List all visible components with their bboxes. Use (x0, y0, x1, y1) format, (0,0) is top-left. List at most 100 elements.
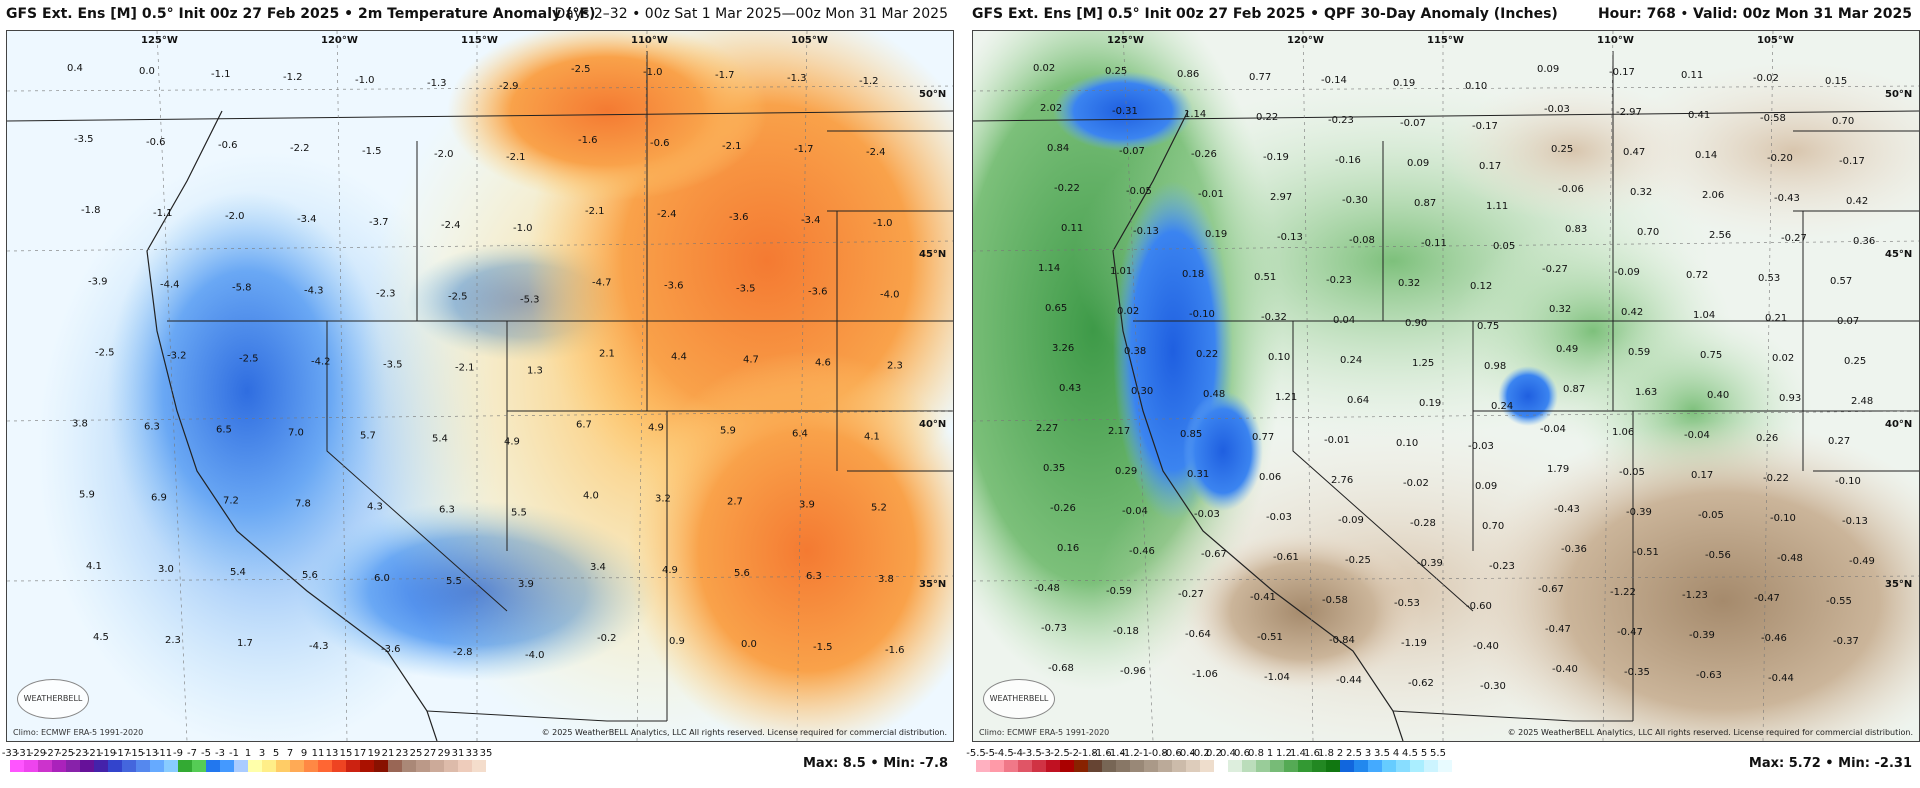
left-legend-colorbar (10, 760, 486, 772)
right-copyright: © 2025 WeatherBELL Analytics, LLC All ri… (1507, 728, 1913, 737)
right-map-subtitle: Hour: 768 • Valid: 00z Mon 31 Mar 2025 (1597, 6, 1912, 22)
latitude-label: 35°N (1885, 579, 1912, 590)
anomaly-value-label: 0.06 (1259, 472, 1281, 483)
anomaly-value-label: -4.3 (309, 641, 329, 652)
colorbar-tick-label: -29 (29, 748, 47, 759)
colorbar-tick-label: 4 (1392, 748, 1400, 759)
anomaly-value-label: 2.02 (1040, 103, 1062, 114)
colorbar-swatch (1298, 760, 1312, 772)
anomaly-value-label: 1.01 (1110, 266, 1132, 277)
anomaly-value-label: -0.46 (1761, 633, 1787, 644)
colorbar-tick-label: -5 (201, 748, 211, 759)
anomaly-value-label: 0.07 (1837, 316, 1859, 327)
anomaly-value-label: -1.1 (153, 208, 173, 219)
anomaly-value-label: -0.39 (1626, 507, 1652, 518)
colorbar-tick-label: 5 (1420, 748, 1428, 759)
left-value-labels: 0.4 0.0 -1.1 -1.2 -1.0 -1.3 -2.9 -2.5 -1.0 -1.7 -1… (67, 63, 905, 661)
colorbar-swatch (1368, 760, 1382, 772)
anomaly-value-label: 0.18 (1182, 269, 1204, 280)
colorbar-tick-label: 1 (244, 748, 252, 759)
latitude-label: 40°N (1885, 419, 1912, 430)
anomaly-value-label: 0.41 (1688, 110, 1710, 121)
colorbar-swatch (1116, 760, 1130, 772)
anomaly-value-label: -1.0 (513, 223, 533, 234)
right-colorbar-legend: -5.5 -5 -4.5 -4 -3.5 -3 -2.5 -2 -1.8 -1.6 -1.4 -1.2… (966, 748, 1918, 786)
longitude-label: 110°W (631, 35, 668, 46)
anomaly-value-label: 0.59 (1628, 347, 1650, 358)
anomaly-value-label: -1.7 (794, 144, 814, 155)
anomaly-value-label: -5.3 (520, 294, 540, 305)
latitude-label: 50°N (1885, 89, 1912, 100)
colorbar-swatch (1074, 760, 1088, 772)
anomaly-value-label: 4.5 (93, 632, 109, 643)
anomaly-value-label: 0.02 (1033, 63, 1055, 74)
colorbar-tick-label: -2.5 (1050, 748, 1070, 759)
anomaly-value-label: 0.48 (1203, 389, 1225, 400)
anomaly-value-label: 0.32 (1398, 278, 1420, 289)
colorbar-swatch (1060, 760, 1074, 772)
anomaly-value-label: -0.6 (218, 140, 238, 151)
colorbar-tick-label: 5 (272, 748, 280, 759)
longitude-label: 105°W (791, 35, 828, 46)
colorbar-tick-label: -25 (57, 748, 75, 759)
anomaly-value-label: 0.77 (1252, 432, 1274, 443)
anomaly-value-label: -0.13 (1133, 226, 1159, 237)
anomaly-value-label: -0.17 (1839, 156, 1865, 167)
right-hour: Hour: 768 (1597, 6, 1676, 22)
colorbar-swatch (1424, 760, 1438, 772)
anomaly-value-label: -2.0 (225, 211, 245, 222)
anomaly-value-label: -0.27 (1178, 589, 1204, 600)
anomaly-value-label: -0.60 (1466, 601, 1492, 612)
anomaly-value-label: 0.27 (1828, 436, 1850, 447)
anomaly-value-label: 6.3 (144, 422, 160, 433)
anomaly-value-label: 0.11 (1681, 70, 1703, 81)
colorbar-swatch (388, 760, 402, 772)
anomaly-value-label: -0.23 (1328, 115, 1354, 126)
anomaly-value-label: 0.19 (1419, 398, 1441, 409)
anomaly-value-label: -4.4 (160, 279, 180, 290)
anomaly-value-label: -2.1 (455, 362, 475, 373)
anomaly-value-label: -0.25 (1345, 555, 1371, 566)
anomaly-value-label: -1.3 (787, 73, 807, 84)
colorbar-tick-label: 35 (479, 748, 493, 759)
anomaly-value-label: 0.30 (1131, 386, 1153, 397)
colorbar-tick-label: 31 (451, 748, 465, 759)
anomaly-value-label: 0.87 (1414, 198, 1436, 209)
colorbar-swatch (24, 760, 38, 772)
left-climo-note: Climo: ECMWF ERA-5 1991-2020 (13, 728, 144, 737)
left-map-subtitle: Days 2–32 • 00z Sat 1 Mar 2025—00z Mon 3… (554, 6, 948, 22)
anomaly-value-label: 0.09 (1475, 481, 1497, 492)
anomaly-value-label: 0.51 (1254, 272, 1276, 283)
anomaly-value-label: -2.4 (866, 147, 886, 158)
anomaly-value-label: -0.05 (1619, 467, 1645, 478)
temperature-anomaly-panel: GFS Ext. Ens [M] 0.5° Init 00z 27 Feb 20… (0, 0, 956, 788)
colorbar-swatch (52, 760, 66, 772)
anomaly-value-label: 0.35 (1043, 463, 1065, 474)
precip-anomaly-panel: GFS Ext. Ens [M] 0.5° Init 00z 27 Feb 20… (966, 0, 1920, 788)
anomaly-value-label: -0.32 (1261, 312, 1287, 323)
anomaly-value-label: 1.25 (1412, 358, 1434, 369)
anomaly-value-label: 0.49 (1556, 344, 1578, 355)
anomaly-value-label: -0.07 (1119, 146, 1145, 157)
anomaly-value-label: 0.77 (1249, 72, 1271, 83)
anomaly-value-label: 5.2 (871, 503, 887, 514)
anomaly-value-label: 5.9 (79, 490, 95, 501)
colorbar-tick-label: -1.4 (1106, 748, 1126, 759)
left-map-title: GFS Ext. Ens [M] 0.5° Init 00z 27 Feb 20… (6, 6, 596, 22)
anomaly-value-label: 2.56 (1709, 230, 1731, 241)
anomaly-value-label: 0.72 (1686, 270, 1708, 281)
colorbar-tick-label: 27 (423, 748, 437, 759)
anomaly-value-label: 0.65 (1045, 303, 1067, 314)
colorbar-swatch (402, 760, 416, 772)
right-map[interactable]: 125°W 120°W 115°W 110°W 105°W 50°N 45°N 40°N 35°… (972, 30, 1920, 742)
left-map[interactable]: 125°W 120°W 115°W 110°W 105°W 50°N 45°N 40°N 35°… (6, 30, 954, 742)
colorbar-swatch (1410, 760, 1424, 772)
anomaly-value-label: -0.17 (1609, 67, 1635, 78)
anomaly-value-label: -1.8 (81, 205, 101, 216)
anomaly-value-label: 4.0 (583, 491, 599, 502)
right-map-title: GFS Ext. Ens [M] 0.5° Init 00z 27 Feb 20… (972, 6, 1558, 22)
colorbar-tick-label: -33 (1, 748, 19, 759)
anomaly-value-label: 0.57 (1830, 276, 1852, 287)
anomaly-value-label: 5.6 (734, 568, 750, 579)
anomaly-value-label: -4.7 (592, 277, 612, 288)
